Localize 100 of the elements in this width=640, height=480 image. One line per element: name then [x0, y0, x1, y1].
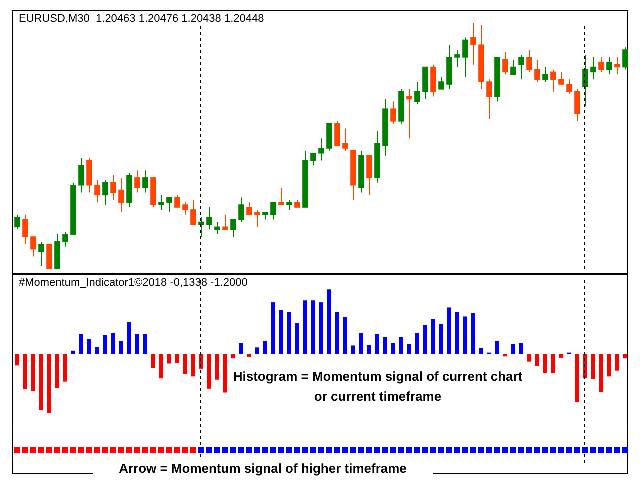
bar: [215, 354, 219, 380]
candlestick: [214, 222, 220, 236]
candlestick: [342, 128, 348, 152]
candlestick: [134, 170, 140, 194]
candlestick: [606, 56, 612, 76]
candlestick: [414, 82, 420, 105]
bar: [31, 354, 35, 392]
candlestick: [246, 202, 252, 216]
bar: [463, 316, 467, 354]
bar: [95, 347, 99, 354]
bar: [447, 308, 451, 354]
bar: [367, 345, 371, 354]
bar: [287, 312, 291, 354]
bar: [175, 354, 179, 364]
bar: [39, 354, 43, 410]
bar: [535, 354, 539, 366]
candlestick: [590, 56, 596, 80]
candlestick: [486, 79, 492, 120]
bar: [87, 339, 91, 354]
candlestick: [334, 120, 340, 146]
bar: [223, 354, 227, 393]
bar: [503, 354, 507, 357]
chart-title: #Momentum_Indicator1©2018 -0,1338 -1.2000: [19, 277, 248, 289]
candlestick: [566, 79, 572, 95]
bar: [439, 324, 443, 354]
bar: [47, 354, 51, 414]
bar: [167, 354, 171, 364]
bar: [335, 312, 339, 354]
candlestick: [206, 207, 212, 230]
chart-title: EURUSD,M30 1.20463 1.20476 1.20438 1.20448: [19, 13, 264, 25]
candlestick: [198, 216, 204, 238]
bar: [407, 344, 411, 354]
candlestick: [614, 56, 620, 76]
candlestick: [182, 202, 188, 216]
bar: [351, 346, 355, 354]
candlestick: [390, 101, 396, 124]
candlestick: [222, 214, 228, 230]
bar: [23, 354, 27, 390]
bar: [103, 335, 107, 354]
bar: [79, 334, 83, 354]
bar: [615, 354, 619, 371]
candlestick: [318, 138, 324, 162]
candlestick: [158, 194, 164, 210]
candlestick: [510, 59, 516, 76]
candlestick: [454, 50, 460, 68]
bar: [159, 354, 163, 379]
bar: [327, 290, 331, 354]
bar: [391, 343, 395, 354]
bar: [263, 341, 267, 354]
bar: [455, 312, 459, 354]
candlestick: [582, 54, 588, 108]
candlestick: [110, 175, 116, 201]
candlestick: [518, 54, 524, 80]
candlestick: [30, 236, 36, 258]
candlestick: [102, 180, 108, 206]
bar: [415, 333, 419, 354]
candlestick: [238, 197, 244, 223]
candlestick: [542, 66, 548, 83]
bar: [135, 334, 139, 354]
candlestick: [142, 170, 148, 194]
candlestick: [94, 180, 100, 204]
candlestick: [598, 56, 604, 73]
bar: [271, 302, 275, 354]
bar: [119, 341, 123, 354]
bar: [623, 354, 627, 359]
bar: [15, 354, 19, 366]
candlestick: [550, 69, 556, 92]
bar: [543, 354, 547, 374]
bar: [311, 300, 315, 354]
candlestick: [574, 88, 580, 122]
candlestick: [38, 241, 44, 268]
bar: [127, 322, 131, 354]
candlestick: [118, 177, 124, 213]
candlestick: [62, 232, 68, 248]
bar: [279, 310, 283, 354]
bar: [255, 348, 259, 354]
candlestick: [622, 47, 628, 70]
bar: [207, 354, 211, 389]
candlestick: [534, 59, 540, 83]
bar: [527, 354, 531, 362]
candlestick: [230, 219, 236, 238]
annotation: Histogram = Momentum signal of current chart or current timeframe: [232, 368, 524, 406]
candlestick: [406, 88, 412, 140]
bar: [551, 354, 555, 374]
candlestick: [14, 214, 20, 230]
bar: [607, 354, 611, 377]
candlestick: [22, 214, 28, 245]
bar: [519, 343, 523, 354]
candlestick: [174, 194, 180, 208]
candlestick: [502, 52, 508, 76]
bar: [495, 341, 499, 354]
bar: [423, 325, 427, 354]
bar: [239, 343, 243, 354]
bar: [71, 350, 75, 354]
candlestick: [270, 202, 276, 220]
bar: [231, 354, 235, 359]
text: Arrow = Momentum signal of higher timeframe: [93, 459, 433, 479]
candlestick: [558, 72, 564, 85]
candlestick: [190, 200, 196, 226]
bar: [295, 323, 299, 354]
